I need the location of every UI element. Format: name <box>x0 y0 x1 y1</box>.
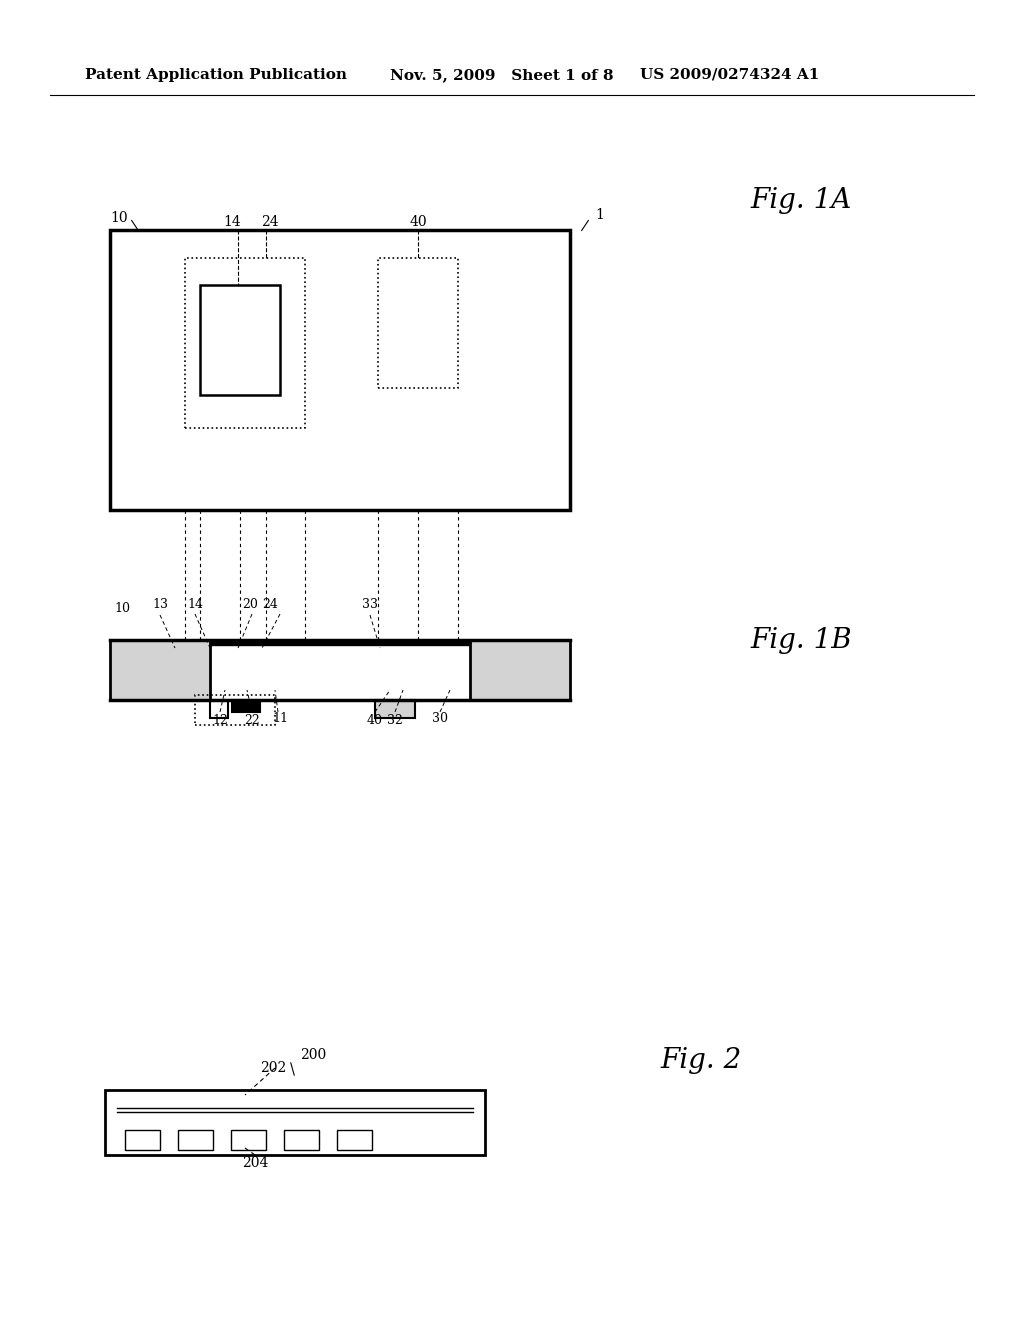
Text: 20: 20 <box>242 598 258 611</box>
Text: 200: 200 <box>300 1048 327 1063</box>
Text: 24: 24 <box>261 215 279 228</box>
Text: 40: 40 <box>410 215 427 228</box>
Text: 22: 22 <box>244 714 260 726</box>
Text: Fig. 2: Fig. 2 <box>660 1047 741 1073</box>
Text: Fig. 1B: Fig. 1B <box>750 627 852 653</box>
Bar <box>284 1130 319 1150</box>
Text: 10: 10 <box>114 602 130 615</box>
Bar <box>178 1130 213 1150</box>
Bar <box>231 1130 266 1150</box>
Text: US 2009/0274324 A1: US 2009/0274324 A1 <box>640 69 819 82</box>
Text: 13: 13 <box>152 598 168 611</box>
Bar <box>378 257 458 388</box>
Text: Patent Application Publication: Patent Application Publication <box>85 69 347 82</box>
Text: 11: 11 <box>272 711 288 725</box>
Bar <box>195 696 275 725</box>
Text: 24: 24 <box>262 598 278 610</box>
Bar <box>185 257 305 428</box>
Bar <box>210 640 470 645</box>
Bar <box>337 1130 372 1150</box>
Text: Nov. 5, 2009   Sheet 1 of 8: Nov. 5, 2009 Sheet 1 of 8 <box>390 69 613 82</box>
Bar <box>105 1090 485 1155</box>
Bar <box>375 700 415 718</box>
Bar <box>110 230 570 510</box>
Text: 40: 40 <box>367 714 383 726</box>
Text: 33: 33 <box>362 598 378 611</box>
Text: 1: 1 <box>595 209 604 222</box>
Text: 204: 204 <box>242 1156 268 1170</box>
Bar <box>200 285 280 395</box>
Text: 10: 10 <box>110 211 128 224</box>
Bar <box>210 700 228 718</box>
Bar <box>470 640 570 700</box>
Bar <box>125 1130 160 1150</box>
Text: 14: 14 <box>223 215 241 228</box>
Bar <box>232 700 260 711</box>
Text: 12: 12 <box>212 714 228 726</box>
Text: 202: 202 <box>260 1061 287 1074</box>
Text: 14: 14 <box>187 598 203 610</box>
Text: 30: 30 <box>432 711 449 725</box>
Text: Fig. 1A: Fig. 1A <box>750 186 851 214</box>
Bar <box>110 640 210 700</box>
Text: 32: 32 <box>387 714 402 726</box>
